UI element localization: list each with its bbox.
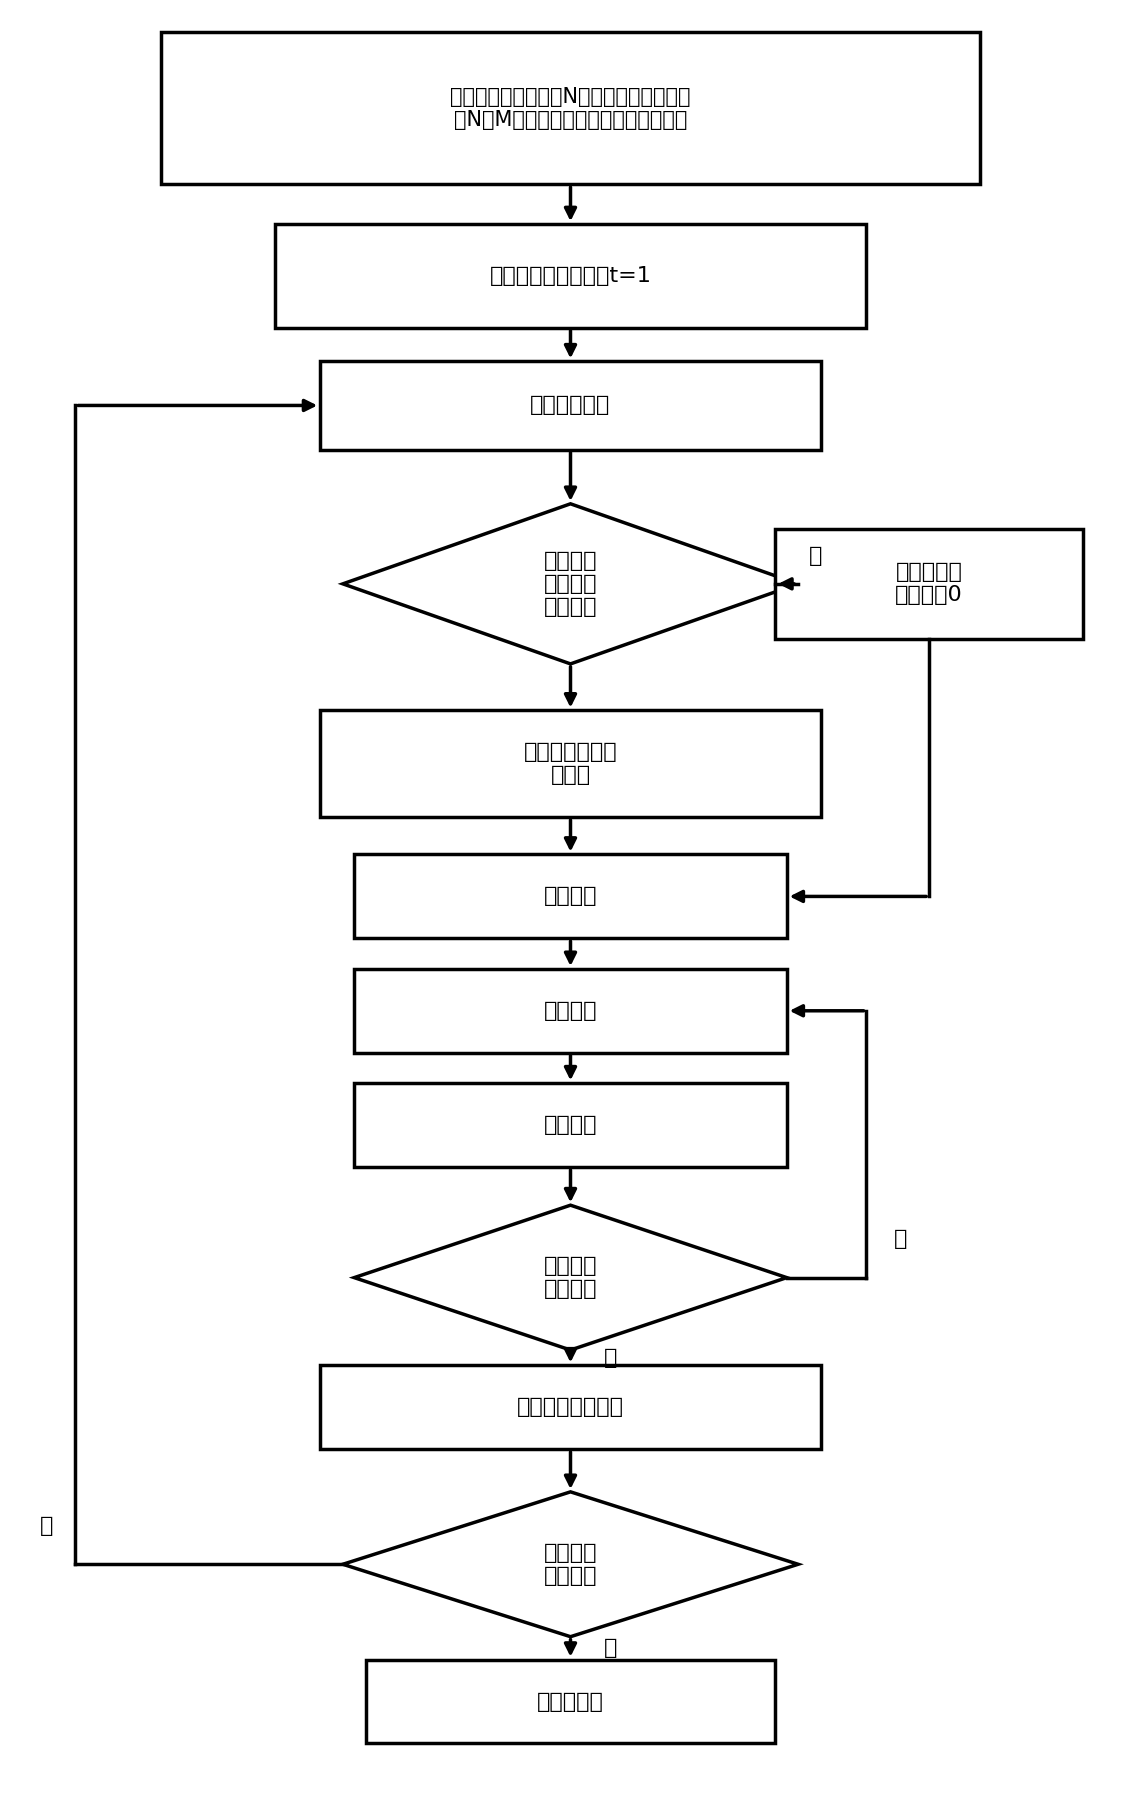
FancyBboxPatch shape [321, 360, 820, 450]
Text: 否: 否 [40, 1515, 54, 1535]
Text: 令相应个体
适应度为0: 令相应个体 适应度为0 [896, 562, 963, 605]
FancyBboxPatch shape [321, 1366, 820, 1449]
Text: 群体进化
是否收敛: 群体进化 是否收敛 [544, 1543, 597, 1586]
Text: 选择操作: 选择操作 [544, 887, 597, 906]
Text: 本代个体
繁衍结束: 本代个体 繁衍结束 [544, 1256, 597, 1299]
Text: 交叉操作: 交叉操作 [544, 1000, 597, 1020]
FancyBboxPatch shape [161, 32, 980, 184]
Text: 根据聚类分析确定的N种典型光伏出力场景
数N和M种负荷需求场景以确定目标函数: 根据聚类分析确定的N种典型光伏出力场景 数N和M种负荷需求场景以确定目标函数 [451, 86, 690, 130]
Text: 是: 是 [604, 1348, 617, 1368]
Text: 是: 是 [604, 1638, 617, 1658]
FancyBboxPatch shape [365, 1660, 776, 1743]
Text: 计算安全距离: 计算安全距离 [531, 395, 610, 416]
Text: 否: 否 [893, 1229, 907, 1249]
FancyBboxPatch shape [275, 223, 866, 328]
Text: 产生初始种群，代数t=1: 产生初始种群，代数t=1 [489, 267, 652, 287]
Text: 个体是否
满足安全
距离约束: 个体是否 满足安全 距离约束 [544, 551, 597, 616]
Text: 个体最优保存策略: 个体最优保存策略 [517, 1397, 624, 1416]
Text: 潮流计算，计算
适应度: 潮流计算，计算 适应度 [524, 742, 617, 786]
FancyBboxPatch shape [354, 854, 787, 939]
Text: 输出最优解: 输出最优解 [537, 1692, 604, 1712]
Polygon shape [342, 505, 799, 663]
Polygon shape [354, 1206, 787, 1350]
Polygon shape [342, 1492, 799, 1636]
FancyBboxPatch shape [354, 969, 787, 1052]
FancyBboxPatch shape [776, 530, 1083, 638]
Text: 否: 否 [809, 546, 822, 566]
FancyBboxPatch shape [321, 710, 820, 816]
FancyBboxPatch shape [354, 1083, 787, 1168]
Text: 变异操作: 变异操作 [544, 1115, 597, 1135]
